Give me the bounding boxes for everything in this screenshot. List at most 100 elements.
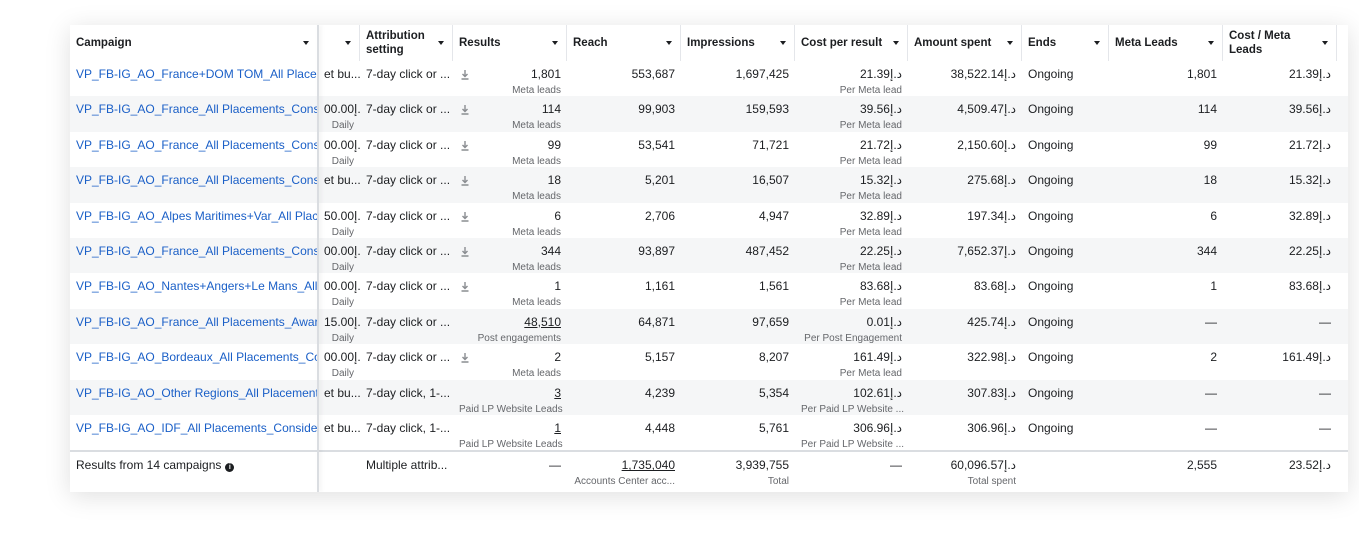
row-bg bbox=[70, 415, 1348, 451]
cell-subtext: Per Meta lead bbox=[839, 85, 902, 96]
header-label: Attribution setting bbox=[366, 30, 425, 56]
column-header[interactable] bbox=[318, 25, 360, 61]
cell-value: — bbox=[1205, 421, 1217, 435]
table-cell[interactable]: VP_FB-IG_AO_Nantes+Angers+Le Mans_All ..… bbox=[70, 273, 318, 308]
cell-value: 83.68د.إ bbox=[859, 279, 902, 294]
cell-subtext: Meta leads bbox=[512, 155, 561, 167]
table-cell: 3 Paid LP Website Leads bbox=[453, 380, 567, 415]
campaign-name: VP_FB-IG_AO_France+DOM TOM_All Place... bbox=[76, 67, 318, 81]
cell-value: 23.52د.إ bbox=[1288, 458, 1331, 473]
cell-value: 6 bbox=[1210, 208, 1217, 223]
cell-subtext: Daily bbox=[331, 226, 354, 238]
column-header[interactable]: Ends bbox=[1022, 25, 1109, 61]
cell-value: 344 bbox=[540, 244, 561, 258]
cell-value: 21.39د.إ bbox=[859, 67, 902, 81]
cell-value: Ongoing bbox=[1028, 244, 1074, 258]
column-header[interactable]: Results bbox=[453, 25, 567, 61]
table-cell: 15.32د.إ Per Meta lead bbox=[795, 167, 908, 202]
column-header[interactable]: Reach bbox=[567, 25, 681, 61]
column-header[interactable]: Cost / Meta Leads bbox=[1223, 25, 1337, 61]
table-cell: 4,947 bbox=[681, 203, 795, 238]
table-cell: 3,939,755 Total bbox=[681, 452, 795, 492]
cell-value: 1 bbox=[554, 421, 561, 435]
table-cell: 7-day click or ... bbox=[360, 61, 453, 96]
cell-value: 7-day click or ... bbox=[366, 279, 451, 294]
cell-value: 1,697,425 bbox=[735, 67, 789, 81]
table-cell: 2,150.60د.إ bbox=[908, 132, 1022, 167]
table-cell: — bbox=[453, 452, 567, 492]
table-cell: 1,697,425 bbox=[681, 61, 795, 96]
cell-value: — bbox=[1205, 314, 1217, 329]
cell-value: 99,903 bbox=[638, 102, 675, 117]
cell-value: Ongoing bbox=[1028, 102, 1074, 117]
table-cell bbox=[318, 452, 360, 492]
table-cell: 7-day click or ... bbox=[360, 344, 453, 379]
cell-value: 93,897 bbox=[638, 244, 675, 258]
table-cell bbox=[1022, 452, 1109, 492]
cell-subtext: Total bbox=[767, 476, 789, 488]
cell-value: 99 bbox=[547, 137, 561, 152]
table-cell: 23.52د.إ bbox=[1223, 452, 1337, 492]
table-cell: 1 Meta leads bbox=[453, 273, 567, 308]
cell-value: — bbox=[1319, 421, 1331, 435]
cell-subtext: Per Meta lead bbox=[839, 262, 902, 273]
column-header[interactable]: Campaign bbox=[70, 25, 318, 61]
table-cell: 1,161 bbox=[567, 273, 681, 308]
sort-caret bbox=[303, 41, 309, 45]
cell-value: 1 bbox=[554, 279, 561, 294]
table-cell[interactable]: VP_FB-IG_AO_France_All Placements_Consi.… bbox=[70, 238, 318, 273]
cell-value: — bbox=[549, 458, 561, 473]
table-cell[interactable]: VP_FB-IG_AO_France_All Placements_Consi.… bbox=[70, 167, 318, 202]
table-cell: 197.34د.إ bbox=[908, 203, 1022, 238]
column-header[interactable]: Attribution setting bbox=[360, 25, 453, 61]
column-header[interactable]: Cost per result bbox=[795, 25, 908, 61]
table-cell[interactable]: VP_FB-IG_AO_France_All Placements_Consi.… bbox=[70, 132, 318, 167]
cell-value: 1,801 bbox=[1186, 67, 1217, 81]
table-cell: Ongoing bbox=[1022, 203, 1109, 238]
table-cell[interactable]: VP_FB-IG_AO_Other Regions_All Placement.… bbox=[70, 380, 318, 415]
cell-value: 6 bbox=[554, 208, 561, 223]
table-cell: 4,509.47د.إ bbox=[908, 96, 1022, 131]
table-cell[interactable]: VP_FB-IG_AO_Bordeaux_All Placements_Co..… bbox=[70, 344, 318, 379]
cell-value: 00.00د.إ bbox=[324, 244, 360, 258]
cell-value: 64,871 bbox=[638, 314, 675, 329]
frozen-divider bbox=[317, 25, 319, 492]
cell-value: 161.49د.إ bbox=[853, 350, 902, 365]
sort-caret bbox=[780, 41, 786, 45]
campaign-name: VP_FB-IG_AO_France_All Placements_Consi.… bbox=[76, 173, 318, 188]
cell-value: 114 bbox=[541, 102, 561, 117]
column-header[interactable]: Impressions bbox=[681, 25, 795, 61]
cell-value: 48,510 bbox=[524, 314, 561, 329]
table-cell: 4,239 bbox=[567, 380, 681, 415]
row-bg bbox=[70, 273, 1348, 309]
row-bg bbox=[70, 238, 1348, 274]
sort-caret bbox=[1007, 41, 1013, 45]
cell-subtext: Meta leads bbox=[512, 191, 561, 203]
download-icon bbox=[461, 138, 469, 151]
cell-value: 2,706 bbox=[644, 208, 675, 223]
table-cell: 2 Meta leads bbox=[453, 344, 567, 379]
download-icon bbox=[461, 173, 469, 186]
cell-value: 0.01د.إ bbox=[866, 314, 902, 329]
cell-value: 4,239 bbox=[644, 385, 675, 400]
table-cell[interactable]: VP_FB-IG_AO_France_All Placements_Awar..… bbox=[70, 309, 318, 344]
table-cell[interactable]: VP_FB-IG_AO_France+DOM TOM_All Place... bbox=[70, 61, 318, 96]
column-header[interactable]: Meta Leads bbox=[1109, 25, 1223, 61]
table-cell[interactable]: VP_FB-IG_AO_IDF_All Placements_Consider.… bbox=[70, 415, 318, 450]
campaign-name: VP_FB-IG_AO_Alpes Maritimes+Var_All Plac… bbox=[76, 208, 318, 223]
cell-value: 553,687 bbox=[631, 67, 675, 81]
table-cell[interactable]: VP_FB-IG_AO_France_All Placements_Consi.… bbox=[70, 96, 318, 131]
table-cell: 99 bbox=[1109, 132, 1223, 167]
cell-subtext: Meta leads bbox=[512, 85, 561, 96]
cell-value: 344 bbox=[1196, 244, 1217, 258]
table-cell: 114 bbox=[1109, 96, 1223, 131]
sort-caret bbox=[438, 41, 444, 45]
table-cell: 71,721 bbox=[681, 132, 795, 167]
table-cell[interactable]: VP_FB-IG_AO_Alpes Maritimes+Var_All Plac… bbox=[70, 203, 318, 238]
table-cell: 15.32د.إ bbox=[1223, 167, 1337, 202]
column-header[interactable]: Amount spent bbox=[908, 25, 1022, 61]
cell-value: 00.00د.إ bbox=[324, 102, 360, 117]
cell-value: — bbox=[1319, 314, 1331, 329]
cell-subtext: Accounts Center acc... bbox=[574, 476, 675, 488]
sort-caret bbox=[1208, 41, 1214, 45]
